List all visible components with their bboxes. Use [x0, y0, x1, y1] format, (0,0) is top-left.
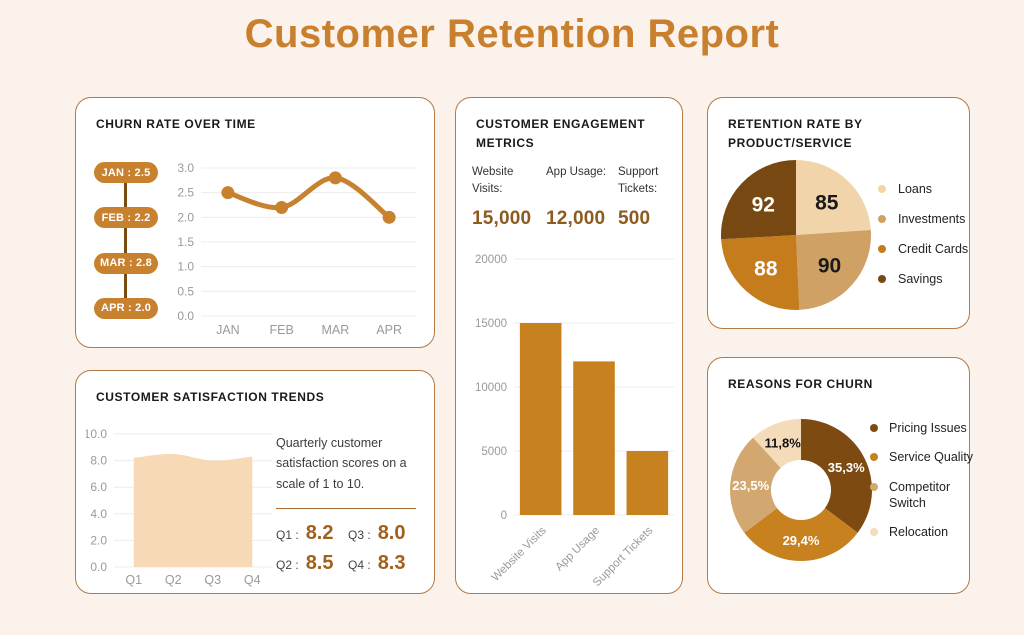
- svg-text:11,8%: 11,8%: [765, 435, 802, 450]
- loans-dot-icon: [878, 185, 886, 193]
- legend-item-savings: Savings: [878, 264, 984, 294]
- panel-churn-rate: CHURN RATE OVER TIME JAN : 2.5 FEB : 2.2…: [75, 97, 435, 348]
- svg-text:92: 92: [752, 193, 775, 216]
- retention-panel-title: RETENTION RATE BY PRODUCT/SERVICE: [728, 117, 863, 150]
- churn-line-chart: 3.0 2.5 2.0 1.5 1.0 0.5 0.0 JAN FEB MAR APR: [177, 161, 416, 337]
- engagement-bar-chart: 20000 15000 10000 5000 0 Website Visits App Us…: [475, 254, 674, 589]
- engagement-metric-row: Website Visits: 15,000 App Usage: 12,000…: [472, 164, 684, 230]
- svg-text:29,4%: 29,4%: [783, 533, 820, 548]
- satisfaction-area-chart: 10.0 8.0 6.0 4.0 2.0 0.0 Q1 Q2 Q3 Q4: [86, 427, 272, 587]
- reasons-panel-title: REASONS FOR CHURN: [728, 377, 873, 391]
- divider: [276, 507, 416, 509]
- page-title: Customer Retention Report: [244, 12, 780, 56]
- retention-pie-chart: 85 90 88 92: [721, 160, 871, 310]
- satisfaction-summary: Quarterly customer satisfaction scores o…: [276, 433, 426, 575]
- svg-text:8.0: 8.0: [90, 454, 107, 468]
- svg-text:23,5%: 23,5%: [732, 478, 769, 493]
- service-quality-dot-icon: [870, 453, 878, 462]
- svg-text:0.0: 0.0: [177, 309, 194, 323]
- badge-jan: JAN : 2.5: [94, 162, 158, 183]
- svg-text:88: 88: [754, 258, 778, 281]
- competitor-switch-dot-icon: [870, 482, 878, 491]
- panel-retention-rate: RETENTION RATE BY PRODUCT/SERVICE 85 90 88…: [707, 97, 970, 329]
- svg-text:APR: APR: [376, 323, 402, 337]
- engagement-panel-title: CUSTOMER ENGAGEMENT METRICS: [476, 117, 646, 150]
- svg-text:1.5: 1.5: [177, 235, 194, 249]
- svg-text:Website Visits: Website Visits: [490, 524, 549, 583]
- svg-text:85: 85: [815, 191, 839, 214]
- legend-item-relocation: Relocation: [870, 524, 975, 540]
- legend-item-competitor-switch: Competitor Switch: [870, 479, 975, 512]
- svg-text:1.0: 1.0: [177, 260, 194, 274]
- metric-support-tickets: Support Tickets: 500: [618, 166, 659, 229]
- score-q3: Q3 : 8.0: [348, 521, 406, 544]
- svg-text:0.0: 0.0: [90, 560, 107, 574]
- pricing-issues-dot-icon: [870, 424, 878, 432]
- panel-satisfaction-trends: CUSTOMER SATISFACTION TRENDS 10.0 8.0 6.0 4…: [75, 370, 435, 594]
- svg-text:App Usage: App Usage: [553, 525, 602, 574]
- svg-text:2.0: 2.0: [177, 210, 194, 224]
- svg-text:Q4: Q4: [244, 573, 261, 587]
- svg-text:5000: 5000: [481, 446, 507, 458]
- svg-text:2.5: 2.5: [177, 186, 194, 200]
- investments-dot-icon: [878, 215, 886, 223]
- legend-item-credit-cards: Credit Cards: [878, 234, 984, 264]
- legend-item-service-quality: Service Quality: [870, 449, 975, 465]
- svg-text:10000: 10000: [475, 382, 507, 394]
- churn-badges: JAN : 2.5 FEB : 2.2 MAR : 2.8 APR : 2.0: [94, 162, 158, 319]
- legend-item-investments: Investments: [878, 204, 984, 234]
- reasons-donut-chart: 35,3% 29,4% 23,5% 11,8%: [730, 419, 872, 561]
- svg-text:0: 0: [501, 510, 507, 522]
- satisfaction-scores: Q1 : 8.2 Q3 : 8.0 Q2 : 8.5 Q4 : 8.3: [276, 522, 426, 575]
- relocation-dot-icon: [870, 528, 878, 536]
- svg-text:10.0: 10.0: [86, 427, 107, 441]
- svg-text:JAN: JAN: [216, 323, 240, 337]
- score-q2: Q2 : 8.5: [276, 551, 334, 574]
- badge-connector-line: [124, 172, 127, 308]
- credit-cards-dot-icon: [878, 245, 886, 253]
- panel-churn-reasons: REASONS FOR CHURN 35,3% 29,4% 23,5% 11,8% P…: [707, 357, 973, 594]
- svg-text:4.0: 4.0: [90, 507, 107, 521]
- svg-text:2.0: 2.0: [90, 533, 107, 547]
- svg-text:35,3%: 35,3%: [828, 460, 865, 475]
- score-q1: Q1 : 8.2: [276, 521, 334, 544]
- svg-text:20000: 20000: [475, 254, 507, 266]
- panel-engagement-metrics: CUSTOMER ENGAGEMENT METRICS Website Visi…: [455, 97, 683, 594]
- satisfaction-description: Quarterly customer satisfaction scores o…: [276, 436, 407, 491]
- metric-app-usage: App Usage: 12,000: [546, 166, 607, 229]
- retention-legend: Loans Investments Credit Cards Savings: [878, 174, 984, 294]
- svg-text:15000: 15000: [475, 318, 507, 330]
- badge-apr: APR : 2.0: [94, 297, 158, 319]
- satisfaction-panel-title: CUSTOMER SATISFACTION TRENDS: [96, 390, 325, 404]
- badge-mar: MAR : 2.8: [94, 252, 158, 274]
- score-q4: Q4 : 8.3: [348, 551, 406, 574]
- svg-text:0.5: 0.5: [177, 284, 194, 298]
- badge-feb: FEB : 2.2: [94, 207, 158, 229]
- reasons-legend: Pricing Issues Service Quality Competito…: [870, 420, 975, 540]
- svg-text:MAR: MAR: [321, 323, 349, 337]
- churn-panel-title: CHURN RATE OVER TIME: [96, 117, 256, 131]
- svg-text:Q2: Q2: [165, 573, 182, 587]
- legend-item-loans: Loans: [878, 174, 984, 204]
- svg-text:90: 90: [818, 254, 841, 277]
- metric-website-visits: Website Visits: 15,000: [472, 166, 532, 229]
- svg-text:FEB: FEB: [269, 323, 293, 337]
- legend-item-pricing-issues: Pricing Issues: [870, 420, 975, 436]
- svg-text:3.0: 3.0: [177, 161, 194, 175]
- svg-text:Q3: Q3: [204, 573, 221, 587]
- savings-dot-icon: [878, 275, 886, 283]
- svg-text:Q1: Q1: [125, 573, 142, 587]
- svg-text:6.0: 6.0: [90, 480, 107, 494]
